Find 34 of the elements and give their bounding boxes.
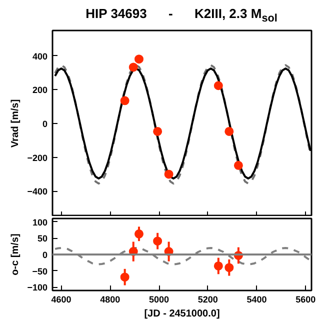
x-tick-label: 5600 [296,294,316,304]
y-tick-label: −400 [27,186,48,197]
y-axis-title: o-c [m/s] [10,234,22,276]
y-tick-label: 0 [42,119,48,129]
y-tick-label: 50 [37,234,48,244]
y-axis-title: Vrad [m/s] [10,99,22,148]
point [153,126,162,136]
x-tick-label: 5000 [149,294,170,304]
y-tick-label: −100 [27,282,48,293]
point [120,96,130,106]
y-tick-label: −50 [32,266,48,276]
x-tick-label: 4800 [100,294,120,304]
y-tick-label: 100 [32,217,48,228]
point [214,81,223,90]
point [164,170,174,179]
x-tick-label: 5400 [246,294,267,304]
y-tick-label: 200 [32,85,48,96]
line-series [54,246,312,266]
chart-title: HIP 34693 - K2III, 2.3 M$_{sol}$ [86,5,278,27]
point [128,62,138,72]
point [153,236,162,246]
y-tick-label: −200 [27,152,48,163]
point [234,160,243,170]
point [134,54,144,64]
y-tick-label: 0 [42,250,48,260]
x-axis-title: [JD - 2451000.0] [144,308,220,320]
x-tick-label: 4600 [51,294,72,304]
point [120,272,130,282]
point [214,261,223,270]
x-tick-label: 5200 [198,294,218,304]
point [224,263,234,272]
point [224,126,234,136]
point [134,229,144,238]
y-tick-label: 400 [32,51,48,62]
